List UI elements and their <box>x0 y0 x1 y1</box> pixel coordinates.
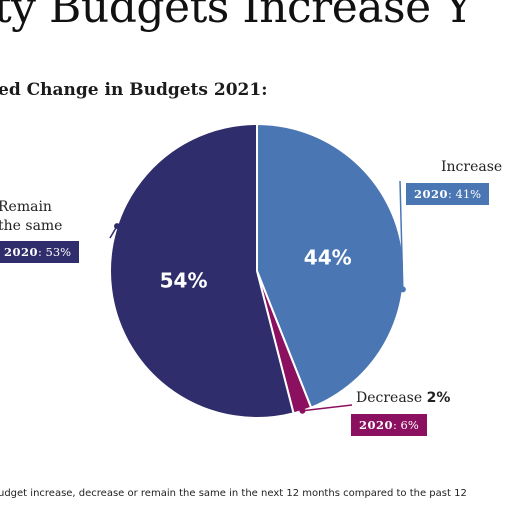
label-remain-line2: the same <box>0 218 63 234</box>
chart-title: ty Budgets Increase Y <box>0 0 473 33</box>
label-remain-line1: Remain <box>0 199 52 215</box>
leader-decrease-dot <box>299 407 306 414</box>
footnote: udget increase, decrease or remain the s… <box>0 488 467 499</box>
badge-remain-value: 53% <box>45 245 72 259</box>
slice-label-remain: 54% <box>160 268 208 292</box>
badge-increase-2020: 2020: 41% <box>406 183 490 205</box>
badge-decrease-value: 6% <box>400 418 419 432</box>
badge-remain-2020: 2020: 53% <box>0 241 80 263</box>
leader-increase <box>399 180 404 290</box>
label-decrease: Decrease 2% <box>356 389 450 408</box>
label-decrease-pct: 2% <box>426 390 451 406</box>
badge-increase-value: 41% <box>455 187 482 201</box>
slice-label-increase: 44% <box>304 246 352 270</box>
badge-increase-sep: : <box>448 187 456 201</box>
label-increase: Increase <box>441 159 503 175</box>
leader-increase-dot <box>399 286 406 293</box>
pie-slice-remain-the-same <box>109 122 295 419</box>
chart-subtitle: ed Change in Budgets 2021: <box>0 80 268 100</box>
leader-decrease <box>302 404 353 412</box>
label-remain: Remain the same <box>0 198 62 236</box>
badge-remain-year: 2020 <box>4 245 39 259</box>
badge-decrease-2020: 2020: 6% <box>351 414 427 436</box>
label-decrease-word: Decrease <box>356 390 423 406</box>
badge-decrease-year: 2020 <box>359 418 394 432</box>
badge-increase-year: 2020 <box>414 187 449 201</box>
leader-remain-dot <box>114 223 121 230</box>
badge-remain-sep: : <box>38 245 46 259</box>
badge-decrease-sep: : <box>393 418 401 432</box>
